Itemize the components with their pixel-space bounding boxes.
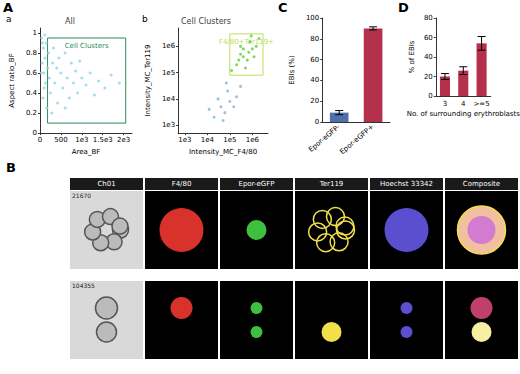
svg-text:4: 4 [461,100,466,108]
svg-text:1e5: 1e5 [223,136,236,144]
html-text:F4/80: F4/80 [171,180,192,188]
svg-text:1e3: 1e3 [75,136,88,144]
svg-text:100: 100 [306,14,319,22]
svg-text:Aspect ratio_BF: Aspect ratio_BF [8,53,16,107]
svg-text:1e4: 1e4 [162,95,176,103]
html-text:21670: 21670 [72,192,92,199]
html-text:Ter119: Ter119 [319,180,344,188]
svg-text:1e4: 1e4 [201,136,215,144]
html-text:Hoechst 33342: Hoechst 33342 [380,180,433,188]
svg-text:0.4: 0.4 [26,89,38,97]
html-text:Ch01: Ch01 [97,180,116,188]
html-text:b: b [142,14,148,24]
svg-text:EBIs (%): EBIs (%) [288,55,296,85]
svg-text:3: 3 [443,100,447,108]
html-text:Composite: Composite [462,180,501,188]
svg-text:20: 20 [310,97,319,105]
svg-text:20: 20 [424,73,433,81]
svg-text:0.6: 0.6 [26,69,38,77]
svg-text:1.5e3: 1.5e3 [93,136,113,144]
svg-text:80: 80 [424,14,433,22]
svg-text:1e6: 1e6 [162,42,176,50]
html-text:A: A [3,0,14,15]
svg-text:>=5: >=5 [473,100,489,108]
svg-text:Cell Clusters: Cell Clusters [65,42,109,50]
html-text:a: a [6,14,12,24]
svg-text:0: 0 [428,92,432,100]
html-text:Epor-eGFP: Epor-eGFP [238,180,275,188]
svg-text:Intensity_MC_F4/80: Intensity_MC_F4/80 [189,148,257,156]
svg-text:F4/80+Ter119+: F4/80+Ter119+ [219,38,274,46]
svg-text:No. of surrounding erythroblas: No. of surrounding erythroblasts [407,110,520,118]
svg-text:2e3: 2e3 [117,136,130,144]
svg-text:0: 0 [33,129,37,137]
svg-text:Intensity_MC_Ter119: Intensity_MC_Ter119 [144,45,152,117]
svg-text:0: 0 [315,118,319,126]
svg-text:500: 500 [54,136,67,144]
svg-text:60: 60 [424,34,433,42]
svg-text:40: 40 [424,53,433,61]
svg-text:1e3: 1e3 [178,136,191,144]
svg-text:1e3: 1e3 [162,121,175,129]
svg-text:1e5: 1e5 [162,69,175,77]
html-text:D: D [398,0,409,15]
html-text:104355: 104355 [72,282,95,289]
svg-text:Cell Clusters: Cell Clusters [181,17,231,26]
html-text:B: B [6,160,16,175]
svg-text:1e6: 1e6 [246,136,260,144]
svg-text:1: 1 [33,29,37,37]
svg-text:80: 80 [310,35,319,43]
svg-text:40: 40 [310,76,319,84]
svg-text:Epor-eGFP+: Epor-eGFP+ [338,123,375,156]
svg-text:All: All [65,17,75,26]
svg-text:0: 0 [38,136,42,144]
svg-text:0.2: 0.2 [26,109,37,117]
svg-text:% of EBIs: % of EBIs [408,40,416,73]
svg-text:Area_BF: Area_BF [72,148,100,156]
svg-text:60: 60 [310,56,319,64]
svg-text:Epor-eGFP-: Epor-eGFP- [307,123,342,154]
svg-text:0.8: 0.8 [26,49,37,57]
html-text:C: C [278,0,288,15]
